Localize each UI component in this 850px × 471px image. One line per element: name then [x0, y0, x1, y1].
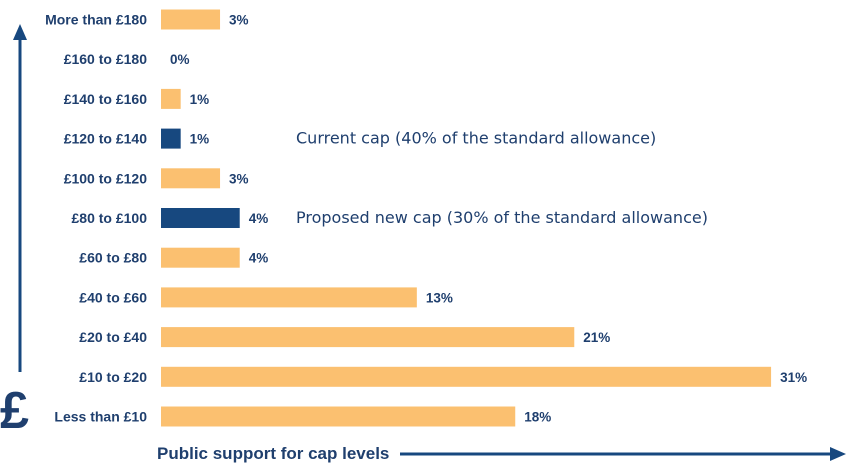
x-axis-arrow-head: [830, 447, 846, 461]
category-label-10-to-20: £10 to £20: [79, 369, 147, 385]
value-label-more-than-180: 3%: [229, 13, 249, 28]
category-label-100-to-120: £100 to £120: [64, 170, 147, 186]
value-label-120-to-140: 1%: [190, 132, 210, 147]
y-axis-arrow-head: [13, 24, 27, 40]
value-labels: 3% 0% 1% 1% 3% 4% 4% 13% 21% 31% 18%: [170, 13, 807, 425]
bar-140-to-160: [161, 88, 181, 109]
value-label-20-to-40: 21%: [583, 330, 610, 345]
proposed-cap-note: Proposed new cap (30% of the standard al…: [296, 208, 708, 227]
value-label-100-to-120: 3%: [229, 171, 249, 186]
value-label-less-than-10: 18%: [524, 410, 551, 425]
bar-80-to-100: [161, 208, 240, 228]
value-label-160-to-180: 0%: [170, 52, 190, 67]
category-label-120-to-140: £120 to £140: [64, 131, 147, 147]
value-label-80-to-100: 4%: [249, 211, 269, 226]
category-label-less-than-10: Less than £10: [54, 409, 147, 425]
value-label-10-to-20: 31%: [780, 370, 807, 385]
bar-40-to-60: [161, 287, 417, 308]
y-axis-pound-symbol: £: [0, 382, 29, 440]
category-label-140-to-160: £140 to £160: [64, 91, 147, 107]
category-label-20-to-40: £20 to £40: [79, 329, 147, 345]
value-label-60-to-80: 4%: [249, 251, 269, 266]
annotations: Current cap (40% of the standard allowan…: [296, 129, 708, 227]
value-label-140-to-160: 1%: [190, 92, 210, 107]
category-label-160-to-180: £160 to £180: [64, 51, 147, 67]
bar-less-than-10: [161, 406, 516, 427]
bar-60-to-80: [161, 247, 240, 268]
bar-10-to-20: [161, 366, 772, 387]
category-label-80-to-100: £80 to £100: [72, 210, 148, 226]
category-label-60-to-80: £60 to £80: [79, 250, 147, 266]
bars: [161, 9, 772, 427]
category-labels: More than £180 £160 to £180 £140 to £160 £1…: [45, 12, 147, 425]
bar-100-to-120: [161, 168, 221, 189]
category-label-40-to-60: £40 to £60: [79, 289, 147, 305]
axes: [13, 24, 846, 461]
bar-more-than-180: [161, 9, 221, 30]
current-cap-note: Current cap (40% of the standard allowan…: [296, 129, 656, 148]
value-label-40-to-60: 13%: [426, 290, 453, 305]
category-label-more-than-180: More than £180: [45, 12, 147, 28]
bar-20-to-40: [161, 327, 575, 348]
x-axis-title: Public support for cap levels: [157, 444, 389, 463]
bar-120-to-140: [161, 128, 181, 149]
